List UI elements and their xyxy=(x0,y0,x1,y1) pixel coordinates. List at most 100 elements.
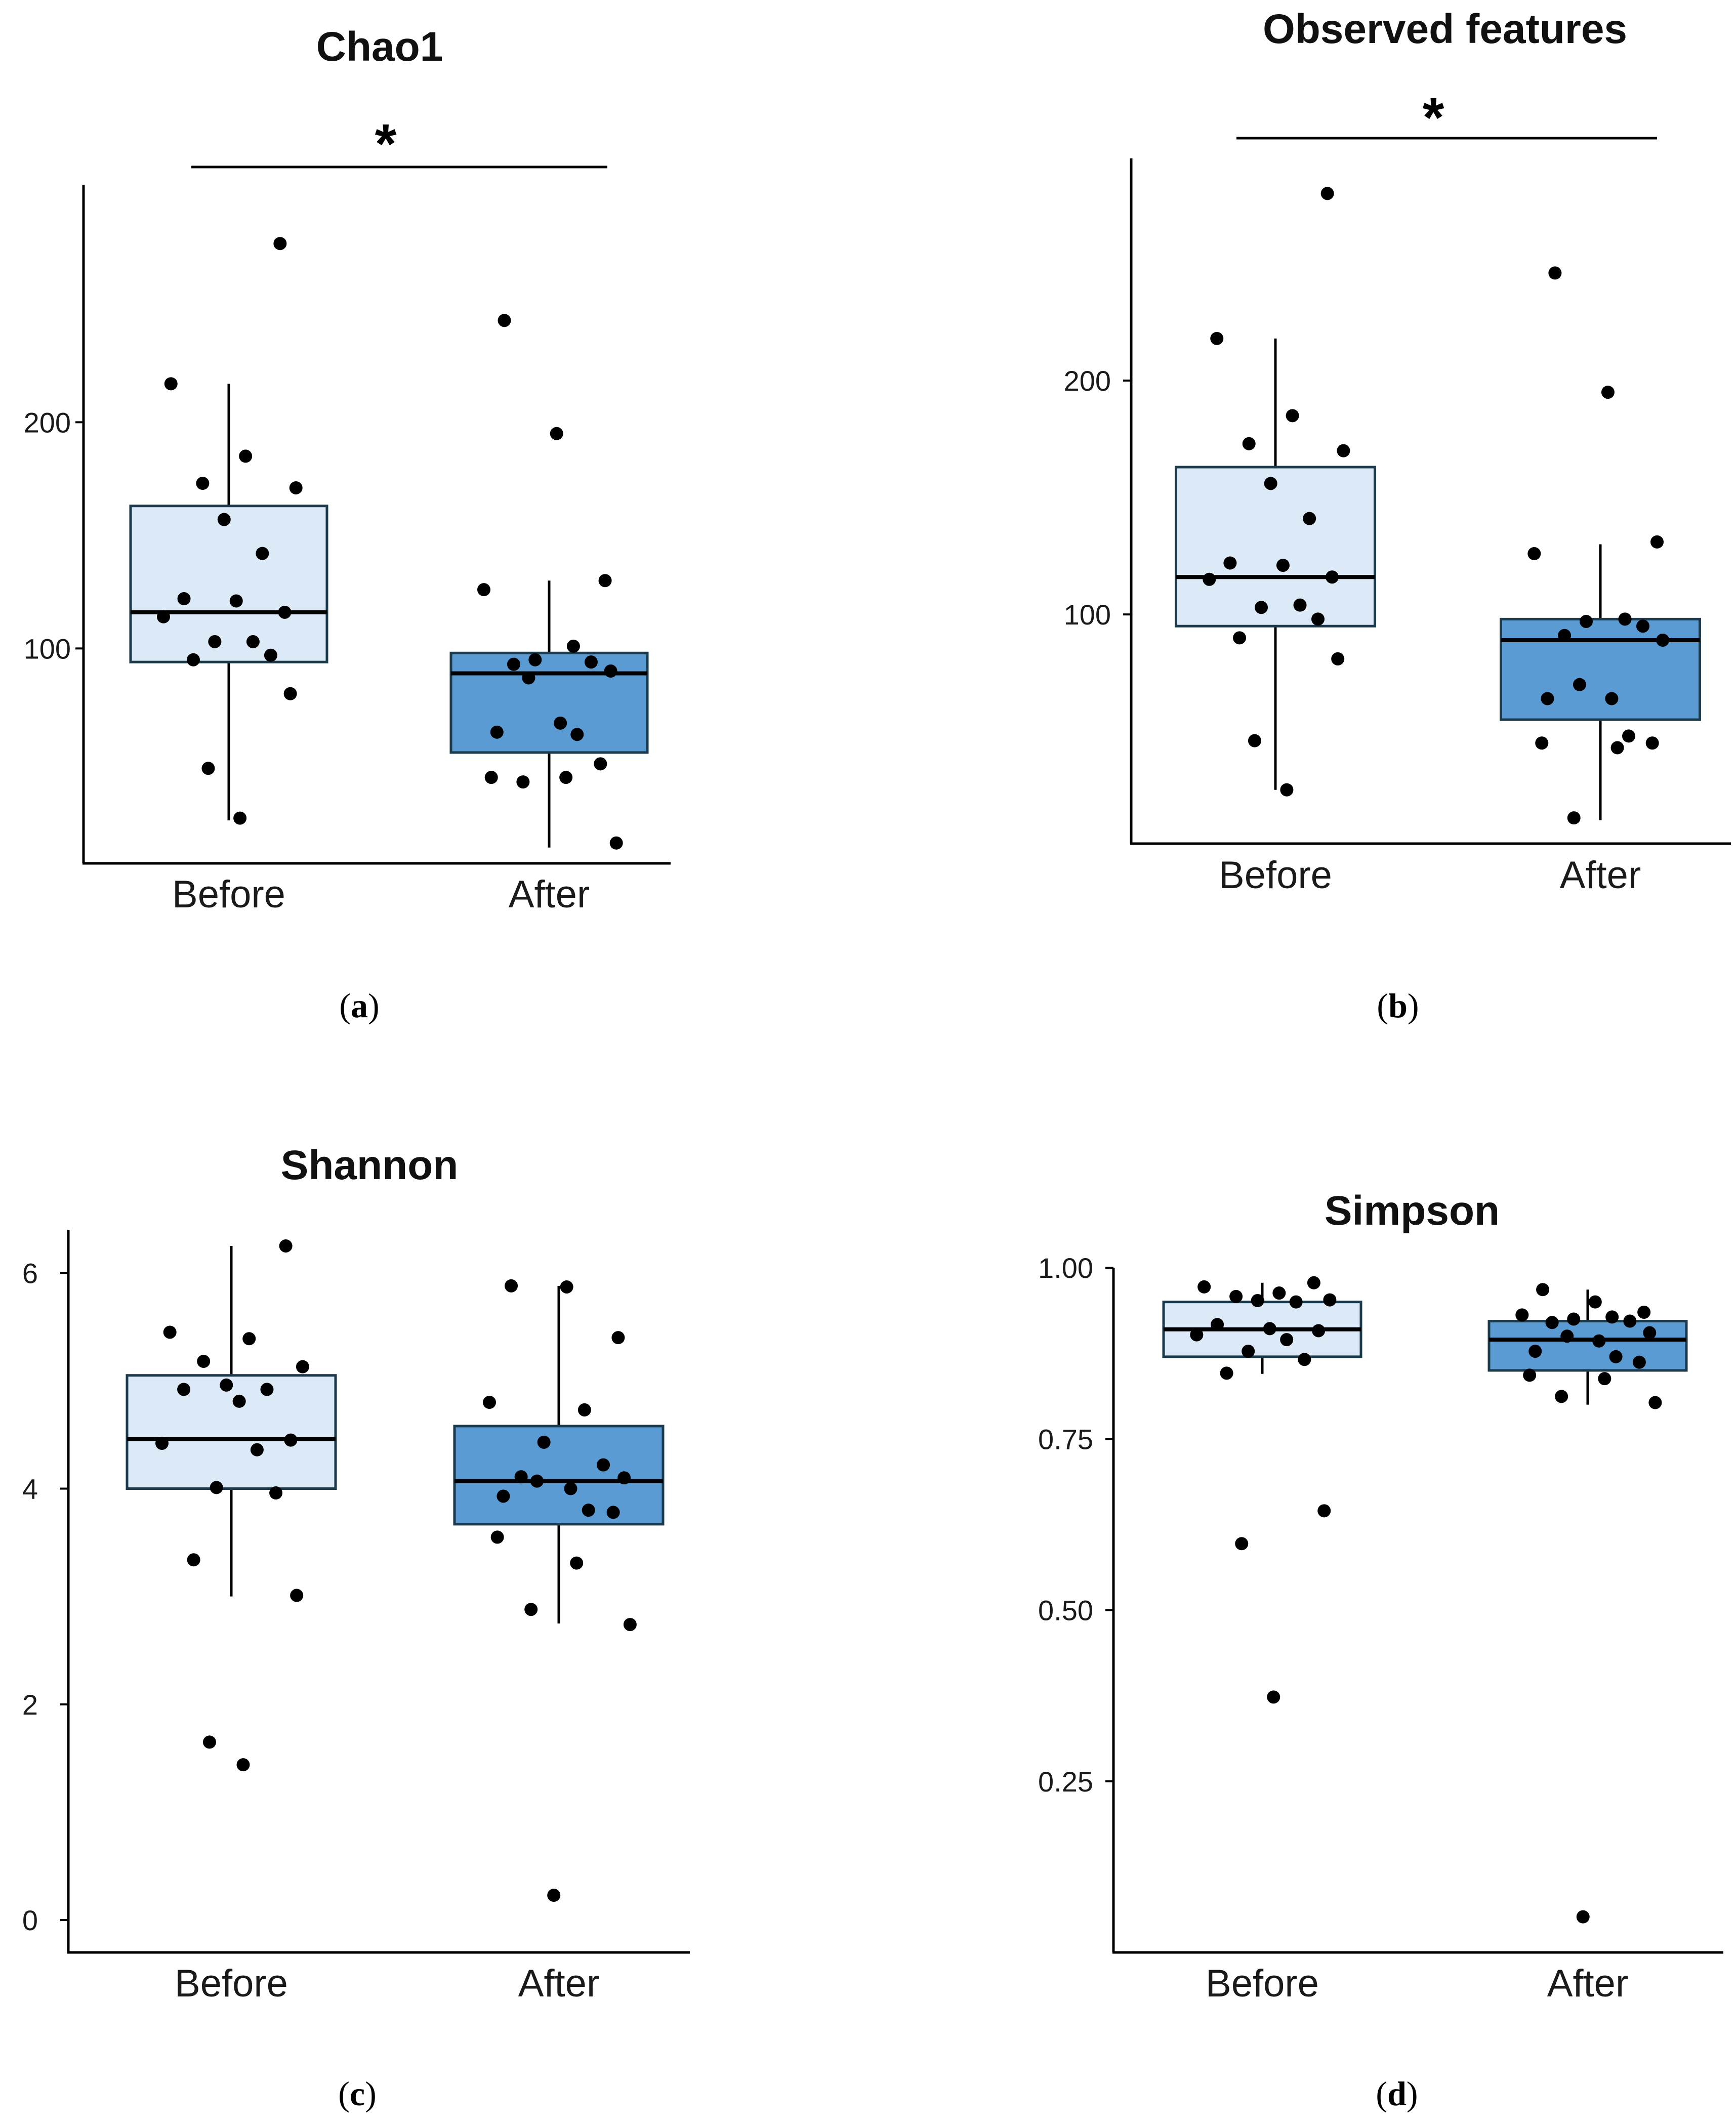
data-point-b-before xyxy=(1293,598,1307,612)
data-point-b-after xyxy=(1645,736,1659,750)
data-point-a-after xyxy=(528,653,542,666)
data-point-a-before xyxy=(217,513,231,526)
x-category-label-a: After xyxy=(509,873,590,916)
y-tick-label-d: 0.25 xyxy=(1038,1766,1093,1798)
data-point-b-before xyxy=(1248,734,1261,747)
data-point-d-before xyxy=(1323,1293,1337,1307)
data-point-b-after xyxy=(1573,678,1586,691)
data-point-c-before xyxy=(250,1443,264,1456)
data-point-d-before xyxy=(1220,1366,1233,1380)
data-point-b-after xyxy=(1610,741,1624,755)
data-point-b-before xyxy=(1264,477,1277,490)
data-point-a-after xyxy=(516,775,530,789)
data-point-a-after xyxy=(498,314,511,327)
data-point-d-after xyxy=(1555,1390,1568,1403)
y-tick-label-a: 100 xyxy=(24,633,71,664)
data-point-d-before xyxy=(1235,1537,1249,1551)
data-point-c-before xyxy=(163,1325,177,1339)
data-point-a-before xyxy=(233,811,247,825)
box-c-after xyxy=(453,1425,665,1526)
data-point-c-before xyxy=(202,1735,216,1749)
data-point-c-before xyxy=(210,1481,223,1494)
data-point-b-before xyxy=(1303,512,1316,525)
data-point-d-after xyxy=(1515,1308,1529,1322)
panel-d: Simpson 0.25 0.50 0.75 1.00 Before After (d) xyxy=(1038,1188,1723,2113)
box-c-before xyxy=(126,1374,337,1490)
box-d-after xyxy=(1487,1320,1688,1372)
data-point-a-before xyxy=(283,687,297,700)
box-b-before xyxy=(1175,466,1376,628)
data-point-d-after xyxy=(1528,1345,1542,1358)
data-point-a-after xyxy=(604,664,617,678)
chart-title-c: Shannon xyxy=(281,1142,459,1188)
data-point-d-after xyxy=(1592,1334,1606,1348)
data-point-b-after xyxy=(1535,736,1549,750)
data-point-a-before xyxy=(239,449,253,463)
data-point-d-before xyxy=(1263,1322,1276,1336)
data-point-c-after xyxy=(514,1470,528,1484)
data-point-b-after xyxy=(1541,692,1554,705)
data-point-a-after xyxy=(490,725,504,739)
data-point-b-after xyxy=(1601,386,1615,399)
x-category-label-b: Before xyxy=(1219,854,1332,897)
data-point-d-after xyxy=(1605,1310,1619,1324)
data-point-d-after xyxy=(1632,1355,1646,1369)
data-point-d-after xyxy=(1536,1283,1550,1297)
data-point-c-before xyxy=(197,1355,211,1368)
data-point-a-before xyxy=(264,648,277,662)
x-category-label-d: Before xyxy=(1206,1962,1319,2005)
data-point-a-after xyxy=(609,836,623,850)
data-point-a-after xyxy=(584,655,598,669)
data-point-c-before xyxy=(232,1394,246,1408)
panel-caption-c: (c) xyxy=(338,2074,377,2113)
data-point-b-after xyxy=(1548,266,1562,280)
x-category-label-b: After xyxy=(1560,854,1641,897)
box-b-after xyxy=(1500,617,1701,721)
data-point-b-before xyxy=(1203,572,1216,586)
data-point-b-before xyxy=(1254,601,1268,614)
data-point-d-after xyxy=(1567,1312,1581,1326)
data-point-c-before xyxy=(236,1758,250,1772)
data-point-c-after xyxy=(597,1458,610,1472)
data-point-b-after xyxy=(1656,633,1670,647)
data-point-d-after xyxy=(1623,1314,1637,1328)
data-point-b-after xyxy=(1558,629,1572,642)
data-point-d-before xyxy=(1317,1504,1331,1518)
data-point-c-after xyxy=(547,1889,561,1902)
data-point-a-before xyxy=(256,547,269,560)
data-point-b-after xyxy=(1636,619,1650,633)
data-point-c-before xyxy=(187,1553,200,1567)
data-point-c-after xyxy=(570,1556,584,1570)
data-point-d-before xyxy=(1229,1289,1243,1303)
data-point-c-after xyxy=(483,1396,497,1409)
data-point-b-before xyxy=(1331,652,1345,665)
data-point-c-before xyxy=(284,1433,298,1447)
data-point-a-before xyxy=(164,377,178,391)
panel-caption-b: (b) xyxy=(1377,986,1419,1025)
data-point-d-after xyxy=(1637,1305,1651,1319)
data-point-a-after xyxy=(550,427,563,440)
data-point-a-after xyxy=(477,583,490,597)
y-tick-label-b: 100 xyxy=(1064,599,1111,631)
data-point-c-before xyxy=(260,1383,274,1396)
data-point-a-before xyxy=(246,635,260,648)
data-point-d-before xyxy=(1251,1294,1264,1307)
significance-star-b: * xyxy=(1423,87,1444,149)
data-point-c-after xyxy=(490,1530,504,1544)
data-point-a-after xyxy=(507,657,520,671)
data-point-c-after xyxy=(497,1489,510,1503)
data-point-b-after xyxy=(1527,547,1541,560)
data-point-d-before xyxy=(1211,1318,1224,1331)
significance-star-a: * xyxy=(375,113,397,175)
data-point-b-before xyxy=(1223,556,1237,570)
data-point-a-after xyxy=(598,574,612,588)
data-point-a-after xyxy=(559,771,573,784)
data-point-d-before xyxy=(1190,1328,1204,1342)
data-point-d-after xyxy=(1576,1910,1590,1924)
data-point-c-after xyxy=(623,1618,637,1632)
data-point-c-before xyxy=(177,1383,191,1396)
y-tick-label-c: 2 xyxy=(22,1689,38,1721)
data-point-a-before xyxy=(278,605,292,619)
y-tick-label-c: 4 xyxy=(22,1473,38,1505)
